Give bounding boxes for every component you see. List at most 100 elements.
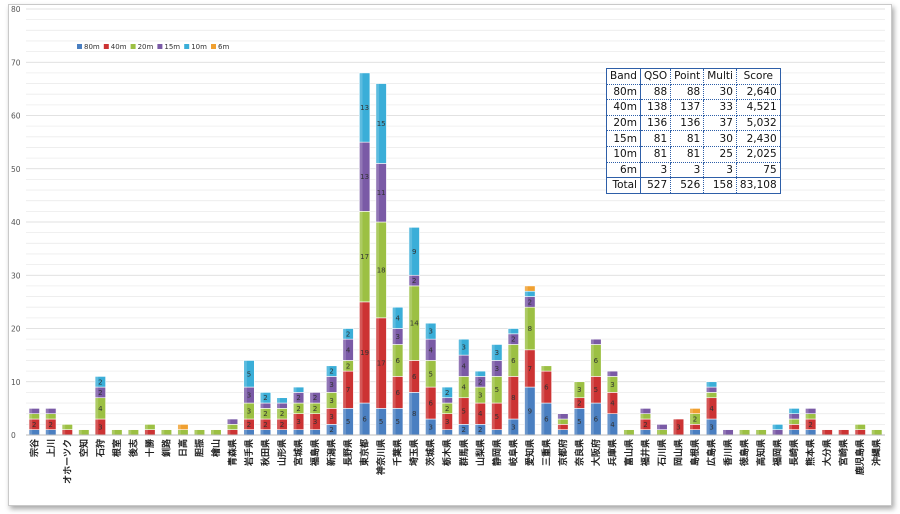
- segment-value-label: 3: [296, 418, 300, 426]
- x-tick-label: 茨城県: [425, 439, 437, 466]
- segment-value-label: 4: [395, 314, 400, 322]
- bar-highlight: [871, 429, 875, 435]
- table-cell: 81: [670, 130, 705, 147]
- bar-segment-10m: [705, 381, 718, 388]
- bar-highlight: [574, 408, 578, 435]
- segment-value-label: 3: [98, 424, 102, 432]
- table-cell: 138: [639, 99, 672, 116]
- segment-value-label: 5: [462, 408, 466, 416]
- bar-highlight: [474, 403, 479, 425]
- bar-highlight: [557, 424, 561, 430]
- bar-highlight: [706, 387, 710, 393]
- bar-segment-10m: [458, 338, 470, 356]
- x-tick-label: 静岡県: [491, 439, 503, 466]
- x-tick-label: 長野県: [343, 439, 354, 466]
- bar-segment-10m: [772, 424, 784, 430]
- bar-segment-10m: [342, 328, 354, 340]
- segment-value-label: 3: [428, 328, 432, 336]
- bar-segment-20m: [144, 424, 156, 430]
- bar-highlight: [491, 403, 495, 430]
- bar-highlight: [62, 429, 66, 435]
- legend-label: 40m: [111, 43, 127, 51]
- bar-highlight: [45, 429, 49, 435]
- segment-value-label: 3: [511, 424, 515, 432]
- bar-highlight: [656, 424, 660, 430]
- bar-highlight: [805, 429, 809, 435]
- segment-value-label: 4: [709, 405, 714, 413]
- table-cell: 526: [670, 177, 705, 194]
- bar-segment-10m: [94, 376, 106, 388]
- table-cell: 83,108: [735, 177, 781, 194]
- segment-value-label: 5: [346, 418, 350, 426]
- table-cell: 25: [703, 145, 737, 163]
- bar-segment-6m: [524, 285, 536, 292]
- bar-highlight: [326, 392, 330, 409]
- bar-highlight: [491, 344, 495, 361]
- segment-value-label: 17: [360, 253, 369, 261]
- bar-highlight: [821, 429, 826, 435]
- bar-segment-20m: [61, 424, 73, 430]
- segment-value-label: 2: [577, 400, 581, 408]
- bar-highlight: [640, 419, 644, 430]
- segment-value-label: 17: [377, 360, 386, 368]
- table-cell: 137: [670, 99, 705, 116]
- x-tick-label: 宮崎県: [838, 439, 850, 466]
- table-header-cell: Band: [606, 68, 641, 85]
- legend-label: 6m: [218, 43, 229, 51]
- x-tick-label: 埼玉県: [408, 439, 420, 466]
- bar-highlight: [458, 397, 462, 425]
- bar-highlight: [392, 344, 396, 377]
- bar-highlight: [408, 227, 413, 276]
- legend-swatch-15m: [157, 44, 163, 49]
- bar-highlight: [441, 403, 446, 414]
- bar-highlight: [722, 429, 726, 435]
- bar-highlight: [458, 339, 462, 356]
- bar-segment-10m: [425, 322, 437, 340]
- segment-value-label: 2: [313, 405, 317, 413]
- bar-highlight: [326, 424, 330, 435]
- table-cell: 30: [703, 130, 737, 147]
- bar-segment-6m: [689, 408, 701, 414]
- bar-highlight: [342, 328, 347, 340]
- bar-segment-15m: [45, 408, 57, 414]
- segment-value-label: 3: [610, 381, 614, 389]
- bar-highlight: [293, 387, 297, 393]
- table-row: Total 527 526 158 83,108: [606, 177, 781, 194]
- x-tick-label: 福岡県: [772, 439, 784, 467]
- table-row: 80m 88 88 30 2,640: [606, 83, 781, 101]
- bar-highlight: [408, 392, 413, 435]
- segment-value-label: 3: [495, 349, 499, 357]
- bar-highlight: [260, 403, 264, 409]
- bar-highlight: [458, 355, 462, 377]
- legend-label: 15m: [164, 43, 180, 51]
- segment-value-label: 6: [544, 384, 549, 392]
- bar-segment-10m: [474, 370, 486, 377]
- bar-segment-15m: [28, 408, 40, 414]
- bar-segment-15m: [805, 408, 817, 414]
- x-tick-label: 山形県: [276, 439, 288, 466]
- y-tick-label: 30: [11, 271, 21, 280]
- bar-segment-15m: [557, 413, 569, 420]
- bar-highlight: [772, 429, 776, 435]
- bar-highlight: [425, 323, 429, 340]
- bar-highlight: [739, 429, 743, 435]
- bar-highlight: [541, 403, 545, 435]
- bar-highlight: [342, 408, 347, 435]
- bar-highlight: [607, 376, 611, 393]
- bar-highlight: [293, 392, 297, 404]
- segment-value-label: 3: [247, 408, 251, 416]
- bar-highlight: [326, 408, 330, 425]
- segment-value-label: 2: [462, 426, 466, 434]
- table-cell: 81: [639, 130, 672, 147]
- segment-value-label: 3: [428, 424, 432, 432]
- x-tick-label: 愛知県: [524, 439, 536, 466]
- x-tick-label: 十勝: [144, 438, 156, 457]
- bar-highlight: [375, 317, 380, 409]
- bar-highlight: [359, 301, 363, 404]
- segment-value-label: 2: [643, 421, 647, 429]
- bar-segment-20m: [573, 381, 585, 399]
- segment-value-label: 13: [360, 104, 369, 112]
- bar-highlight: [375, 163, 380, 222]
- table-cell: 3: [670, 161, 705, 179]
- bar-highlight: [474, 387, 479, 404]
